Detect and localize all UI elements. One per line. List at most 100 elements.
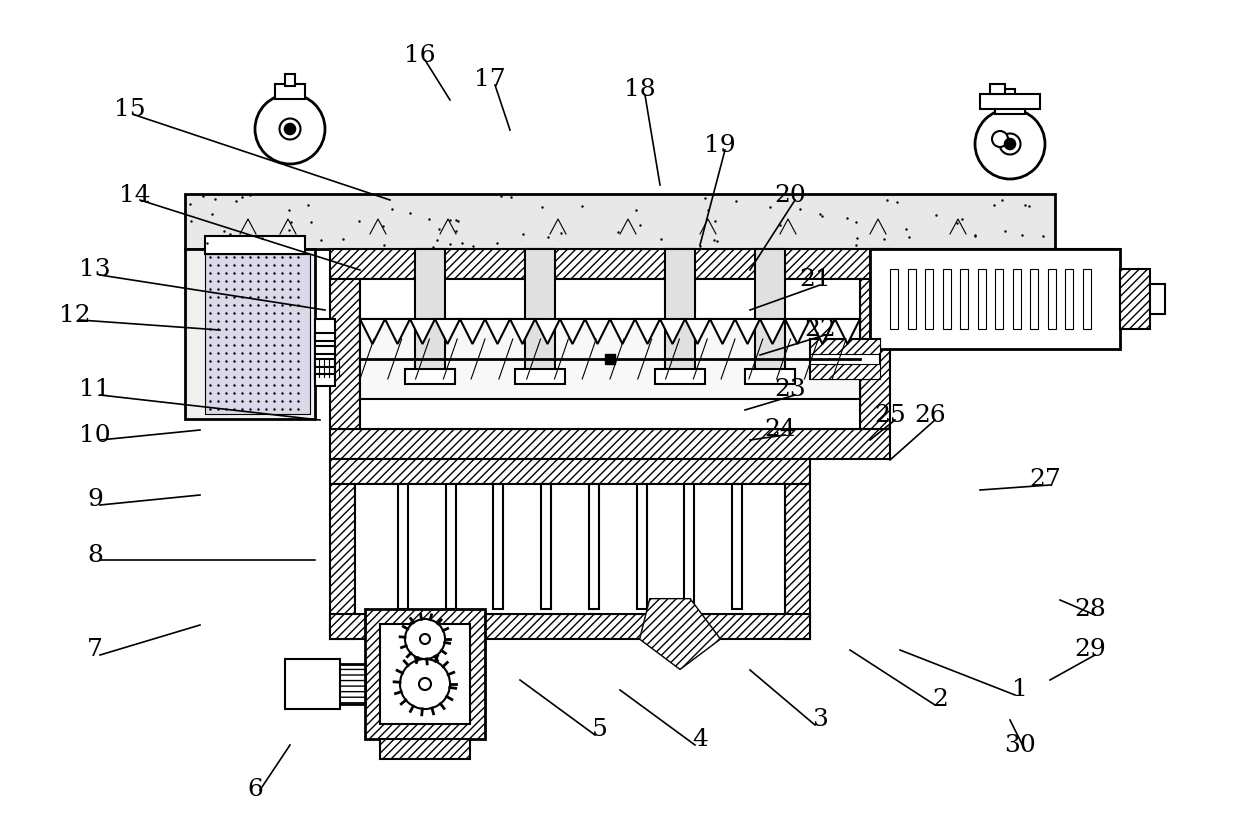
Text: 28: 28 — [1074, 598, 1106, 622]
Text: 19: 19 — [704, 133, 735, 157]
Bar — [275, 84, 305, 99]
Bar — [733, 484, 743, 609]
Bar — [330, 459, 810, 484]
Polygon shape — [711, 319, 735, 344]
Circle shape — [419, 678, 432, 690]
Bar — [541, 484, 551, 609]
Bar — [589, 484, 599, 609]
Text: 8: 8 — [87, 544, 103, 566]
Text: 6: 6 — [247, 779, 263, 801]
Bar — [1083, 269, 1090, 329]
Bar — [205, 254, 310, 414]
Polygon shape — [435, 319, 460, 344]
Polygon shape — [785, 319, 810, 344]
Bar — [925, 269, 932, 329]
Bar — [755, 249, 785, 379]
Bar — [890, 269, 898, 329]
Polygon shape — [684, 319, 711, 344]
Text: 23: 23 — [774, 378, 806, 402]
Bar — [365, 609, 485, 739]
Polygon shape — [510, 319, 534, 344]
Bar — [1120, 269, 1149, 329]
Circle shape — [1004, 138, 1016, 149]
Circle shape — [975, 109, 1045, 179]
Bar — [942, 269, 951, 329]
Bar — [908, 269, 915, 329]
Polygon shape — [835, 319, 861, 344]
Bar — [980, 94, 1040, 109]
Bar — [415, 249, 445, 379]
Bar — [285, 659, 340, 709]
Bar — [330, 484, 355, 639]
Polygon shape — [585, 319, 610, 344]
Bar — [330, 249, 890, 279]
Bar — [810, 339, 880, 354]
Text: 11: 11 — [79, 378, 110, 402]
Bar — [445, 484, 455, 609]
Polygon shape — [635, 319, 660, 344]
Bar — [870, 329, 1120, 349]
Bar — [1004, 89, 1016, 101]
Polygon shape — [534, 319, 560, 344]
Text: 26: 26 — [914, 404, 946, 426]
Text: 5: 5 — [591, 718, 608, 742]
Circle shape — [999, 133, 1021, 154]
Text: 20: 20 — [774, 184, 806, 206]
Bar — [285, 664, 365, 704]
Polygon shape — [460, 319, 485, 344]
Bar — [870, 249, 1120, 269]
Bar — [205, 236, 305, 254]
Bar — [185, 249, 315, 419]
Circle shape — [420, 634, 430, 644]
Bar — [665, 249, 694, 379]
Bar — [494, 484, 503, 609]
Text: 25: 25 — [874, 404, 906, 426]
Text: 21: 21 — [800, 268, 831, 291]
Bar — [861, 279, 890, 429]
Polygon shape — [640, 599, 720, 669]
Bar — [1149, 284, 1166, 314]
Polygon shape — [384, 319, 410, 344]
Bar — [315, 374, 335, 386]
Bar — [360, 279, 861, 429]
Polygon shape — [640, 599, 720, 669]
Bar — [379, 624, 470, 724]
Text: 3: 3 — [812, 708, 828, 732]
Circle shape — [255, 94, 325, 164]
Bar — [379, 739, 470, 759]
Text: 22: 22 — [804, 319, 836, 341]
Bar — [355, 484, 785, 614]
Bar — [655, 369, 706, 384]
Text: 30: 30 — [1004, 733, 1035, 757]
Bar — [330, 279, 360, 429]
Polygon shape — [660, 319, 684, 344]
Polygon shape — [485, 319, 510, 344]
Bar — [315, 333, 335, 341]
Bar — [315, 319, 335, 379]
Bar — [1048, 269, 1055, 329]
Bar — [1065, 269, 1073, 329]
Bar — [994, 269, 1003, 329]
Circle shape — [405, 619, 445, 659]
Bar — [525, 249, 556, 379]
Text: 16: 16 — [404, 44, 435, 66]
Bar — [1013, 269, 1021, 329]
Text: 13: 13 — [79, 258, 110, 282]
Circle shape — [279, 118, 300, 139]
Text: 17: 17 — [474, 69, 506, 91]
Bar — [515, 369, 565, 384]
Bar — [636, 484, 647, 609]
Text: 4: 4 — [692, 728, 708, 752]
Bar — [810, 339, 880, 379]
Polygon shape — [610, 319, 635, 344]
Circle shape — [992, 131, 1008, 147]
Polygon shape — [760, 319, 785, 344]
Text: 24: 24 — [764, 419, 796, 441]
Bar — [398, 484, 408, 609]
Circle shape — [401, 659, 450, 709]
Text: 7: 7 — [87, 638, 103, 661]
Circle shape — [285, 123, 295, 134]
Text: 1: 1 — [1012, 679, 1028, 701]
Text: 10: 10 — [79, 424, 110, 446]
Bar — [185, 194, 1055, 249]
